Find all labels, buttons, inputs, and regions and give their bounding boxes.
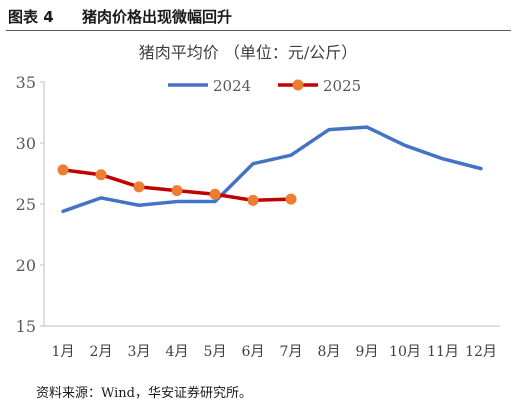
x-tick-label: 12月 <box>465 344 497 360</box>
figure-label: 图表 4 <box>8 8 54 26</box>
series-point-2025 <box>171 185 183 197</box>
x-tick-label: 7月 <box>280 344 303 360</box>
x-tick-label: 4月 <box>166 344 189 360</box>
series-point-2025 <box>57 164 69 176</box>
x-tick-label: 10月 <box>389 344 421 360</box>
x-tick-label: 11月 <box>427 344 459 360</box>
x-tick-label: 9月 <box>356 344 379 360</box>
x-tick-label: 5月 <box>204 344 227 360</box>
y-tick-label: 35 <box>16 73 36 92</box>
y-tick-label: 20 <box>16 256 36 275</box>
x-tick-label: 2月 <box>90 344 113 360</box>
figure-header: 图表 4 猪肉价格出现微幅回升 <box>6 4 511 31</box>
legend-label-2025: 2025 <box>323 77 361 95</box>
x-tick-label: 8月 <box>318 344 341 360</box>
x-tick-label: 1月 <box>52 344 75 360</box>
y-tick-label: 30 <box>16 134 36 153</box>
series-point-2025 <box>285 193 297 205</box>
y-tick-label: 25 <box>16 195 36 214</box>
series-line-2024 <box>61 125 483 214</box>
series-point-2025 <box>247 194 259 206</box>
chart-title: 猪肉平均价 （单位：元/公斤） <box>139 43 357 62</box>
y-tick-label: 15 <box>16 317 36 336</box>
series-layer <box>57 125 483 214</box>
legend-label-2024: 2024 <box>213 77 251 95</box>
series-point-2025 <box>95 169 107 181</box>
figure-title: 猪肉价格出现微幅回升 <box>82 8 233 26</box>
series-point-2025 <box>133 181 145 193</box>
source-note: 资料来源：Wind，华安证券研究所。 <box>36 386 252 401</box>
series-point-2025 <box>209 188 221 200</box>
x-tick-label: 3月 <box>128 344 151 360</box>
x-tick-label: 6月 <box>242 344 265 360</box>
legend: 2024 2025 <box>168 77 361 95</box>
legend-marker-2025 <box>292 79 304 91</box>
